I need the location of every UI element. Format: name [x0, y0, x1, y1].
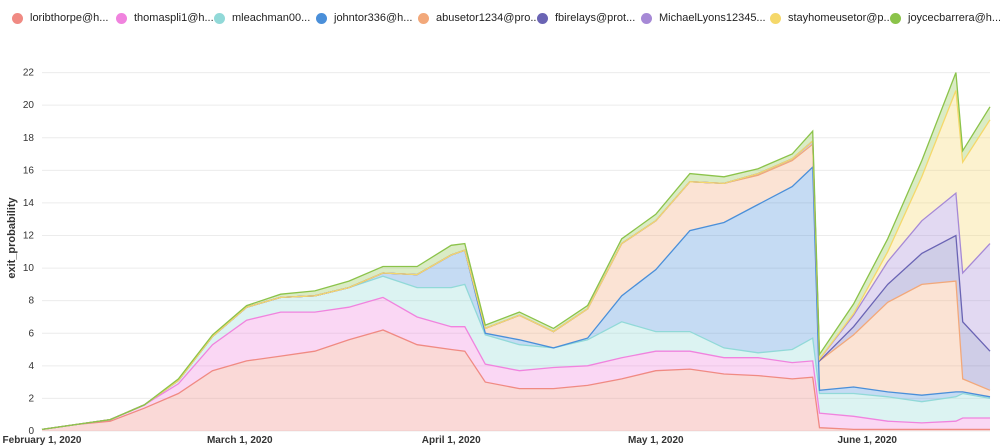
legend-item-3[interactable]: johntor336@h...: [316, 10, 412, 26]
chart-legend: loribthorpe@h... thomaspli1@h... mleachman…: [0, 0, 1000, 34]
legend-item-5[interactable]: fbirelays@prot...: [537, 10, 635, 26]
legend-swatch: [890, 12, 901, 24]
legend-swatch: [641, 12, 652, 24]
legend-item-4[interactable]: abusetor1234@pro...: [418, 10, 540, 26]
legend-label: johntor336@h...: [334, 12, 413, 24]
y-tick-label: 12: [23, 231, 35, 242]
legend-swatch: [418, 12, 429, 24]
legend-swatch: [537, 12, 548, 24]
y-tick-label: 4: [28, 361, 34, 372]
area-series-1: [42, 297, 990, 430]
area-series-2: [42, 276, 990, 430]
y-tick-label: 16: [23, 165, 35, 176]
y-axis-ticks: 0 2 4 6 8 10 12 14 16 18 20 22: [23, 68, 35, 437]
legend-item-0[interactable]: loribthorpe@h...: [12, 10, 108, 26]
legend-item-1[interactable]: thomaspli1@h...: [116, 10, 214, 26]
legend-swatch: [214, 12, 225, 24]
legend-label: joycecbarrera@h...: [908, 12, 1000, 24]
legend-label: MichaelLyons12345...: [659, 12, 766, 24]
x-tick-label: May 1, 2020: [628, 435, 684, 446]
x-tick-label: June 1, 2020: [837, 435, 897, 446]
line-series-8: [41, 72, 991, 431]
legend-label: loribthorpe@h...: [30, 12, 109, 24]
y-tick-label: 14: [23, 198, 35, 209]
x-axis-ticks: February 1, 2020 March 1, 2020 April 1, 20…: [3, 435, 898, 446]
y-tick-label: 18: [23, 133, 35, 144]
series-areas: [42, 72, 990, 431]
y-tick-label: 20: [23, 100, 35, 111]
y-tick-label: 10: [23, 263, 35, 274]
y-axis-title: exit_probability: [6, 196, 18, 278]
legend-item-7[interactable]: stayhomeusetor@p...: [770, 10, 893, 26]
legend-item-2[interactable]: mleachman00...: [214, 10, 310, 26]
y-tick-label: 0: [28, 426, 34, 437]
x-tick-label: April 1, 2020: [422, 435, 481, 446]
legend-item-6[interactable]: MichaelLyons12345...: [641, 10, 766, 26]
series-lines: [41, 72, 991, 431]
x-tick-label: March 1, 2020: [207, 435, 273, 446]
legend-label: abusetor1234@pro...: [436, 12, 540, 24]
y-tick-label: 2: [28, 393, 34, 404]
legend-label: mleachman00...: [232, 12, 311, 24]
y-tick-label: 8: [28, 296, 34, 307]
legend-swatch: [316, 12, 327, 24]
line-series-0: [41, 329, 990, 431]
legend-label: fbirelays@prot...: [555, 12, 636, 24]
area-series-3: [42, 167, 990, 430]
legend-swatch: [116, 12, 127, 24]
x-tick-label: February 1, 2020: [3, 435, 82, 446]
area-series-0: [42, 330, 990, 431]
legend-swatch: [12, 12, 23, 24]
gridlines: [42, 72, 990, 432]
line-series-7: [41, 90, 991, 431]
legend-swatch: [770, 12, 781, 24]
y-tick-label: 22: [23, 68, 35, 79]
legend-label: thomaspli1@h...: [134, 12, 214, 24]
legend-label: stayhomeusetor@p...: [788, 12, 893, 24]
line-series-1: [41, 296, 990, 431]
legend-item-8[interactable]: joycecbarrera@h...: [890, 10, 1000, 26]
y-tick-label: 6: [28, 328, 34, 339]
